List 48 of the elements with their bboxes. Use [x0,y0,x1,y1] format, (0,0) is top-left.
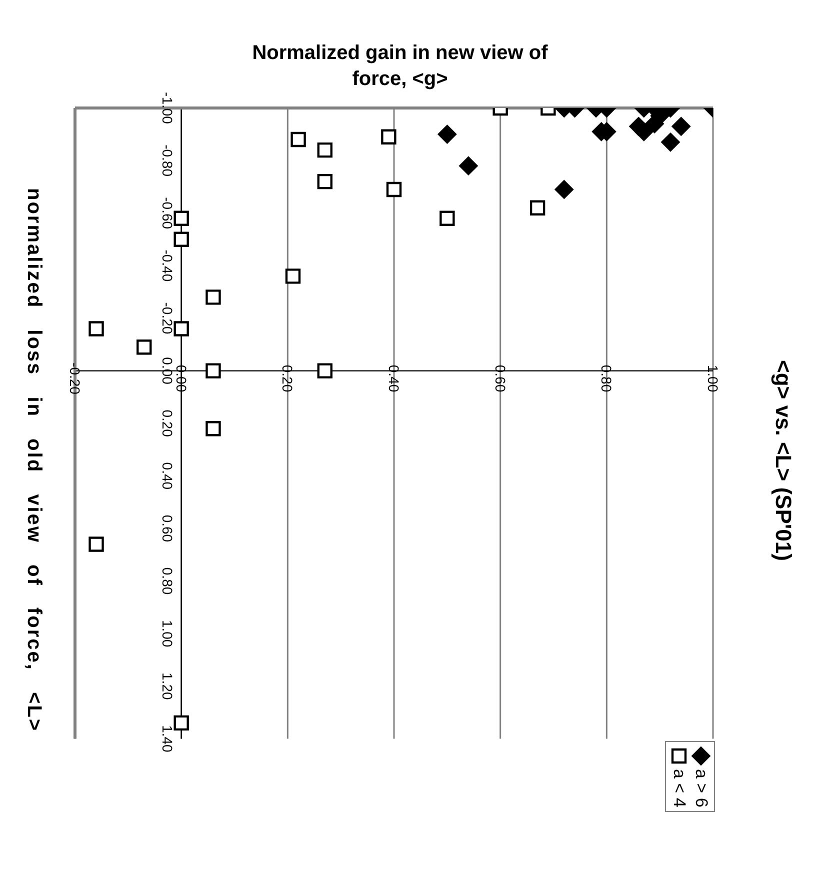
y-tick-label: -0.20 [159,302,176,334]
point [174,210,189,226]
y-tick-label: -0.40 [159,250,176,282]
point [174,321,189,336]
point [458,156,478,176]
text: <g> vs. <L> (SP'01) [770,358,796,562]
point [317,363,332,378]
x-tick-label: 0.40 [386,364,402,392]
point [88,536,104,552]
point [206,421,221,436]
x-tick-label: -0.20 [67,362,83,395]
point [634,122,654,142]
y-tick-label: -0.60 [159,197,176,230]
y-tick-label: 0.40 [159,462,176,490]
x-tick-label: 0.60 [492,364,508,392]
y-tick-label: 0.60 [159,514,176,542]
x-tick-label: 0.80 [598,364,615,392]
point [317,174,332,190]
point [386,182,402,198]
point [530,200,546,216]
x-tick-label: 1.00 [705,364,721,392]
point [440,210,455,226]
point [438,124,457,144]
y-tick-label: 1.00 [159,620,176,648]
point [672,116,691,136]
point [136,340,152,355]
point [660,132,680,152]
x-tick-label: 0.20 [280,364,296,392]
y-axis-title: normalized loss in old view of force, <L> [22,186,45,734]
legend-label: a > 6 [691,768,711,807]
point [206,290,221,305]
y-tick-label: 0.20 [159,410,176,438]
x-axis-title: Normalized gain in new view of force, <g> [251,41,549,92]
y-tick-label: 1.20 [159,672,176,700]
y-tick-label: 1.40 [159,725,176,753]
point [285,268,301,284]
point [174,715,189,731]
point [88,321,104,336]
point [381,129,396,145]
point [290,132,306,148]
point [206,363,221,378]
legend-label: a < 4 [669,768,689,807]
point [317,142,332,158]
y-tick-label: -0.80 [159,144,176,177]
y-tick-label: 0.80 [159,567,176,595]
point [174,232,189,247]
y-tick-label: -1.00 [159,92,176,124]
point [554,180,574,199]
